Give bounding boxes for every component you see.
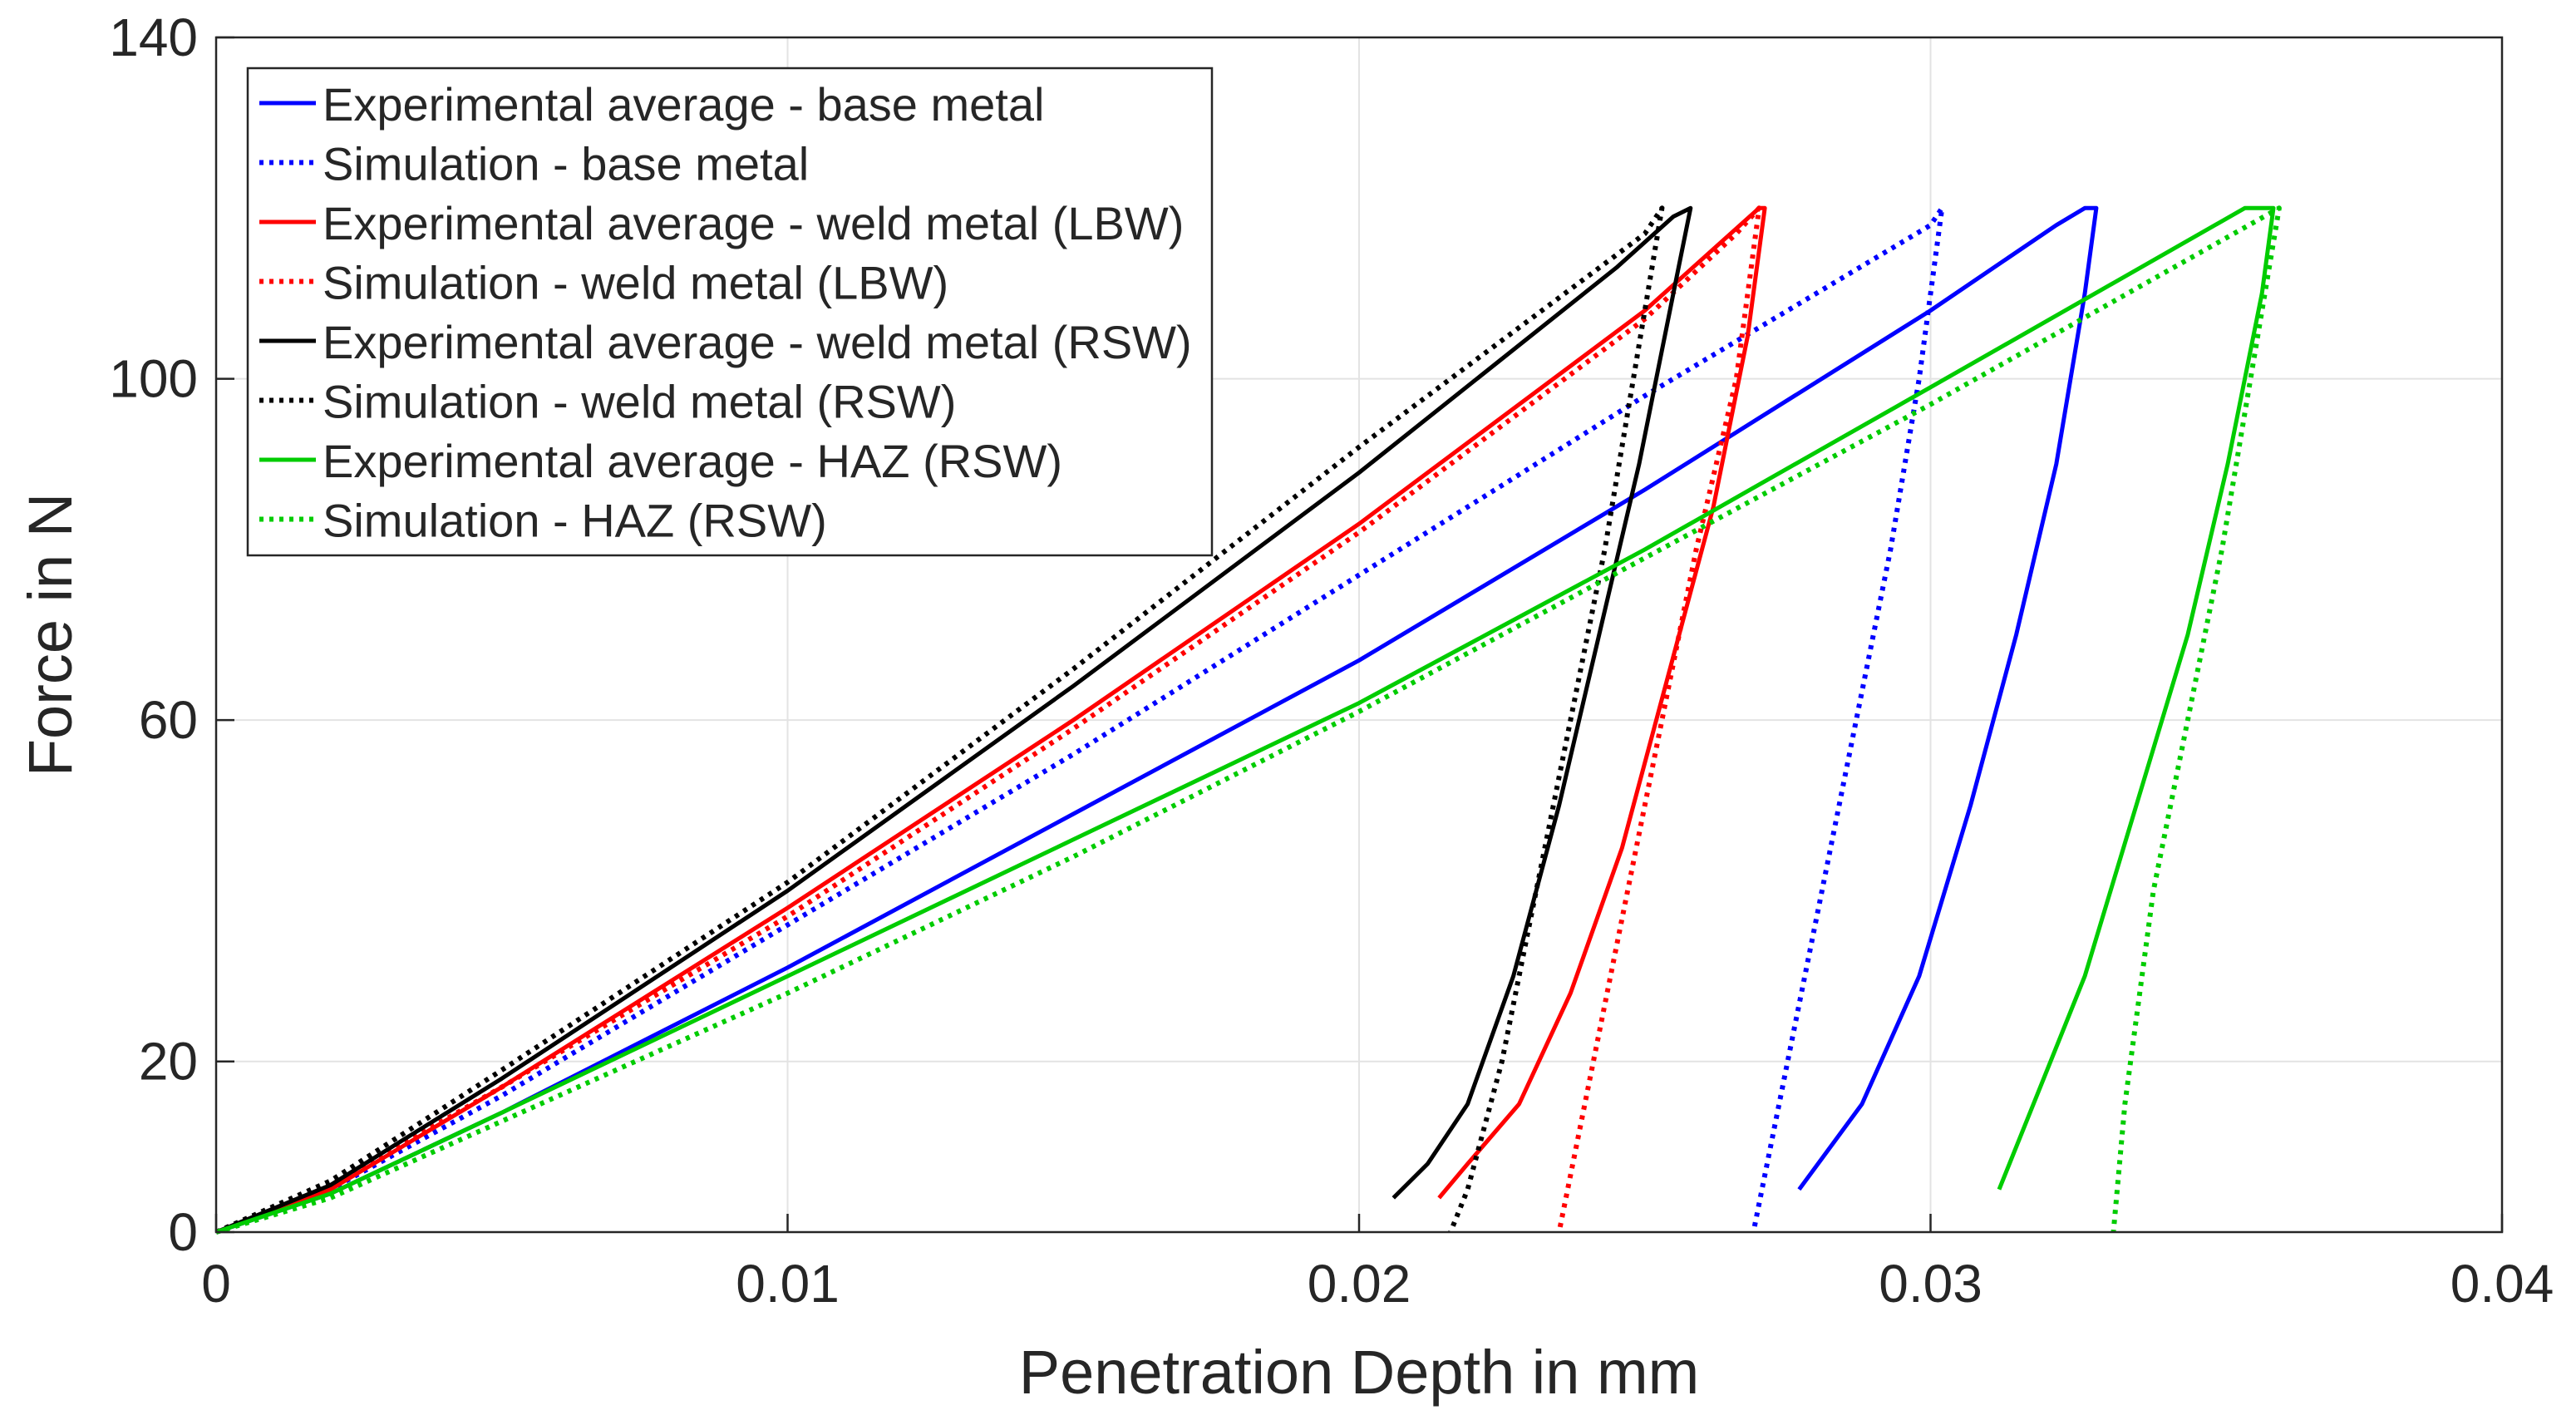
legend-label: Experimental average - base metal: [323, 78, 1044, 131]
x-tick-label: 0.04: [2450, 1254, 2554, 1314]
series-line-6: [214, 205, 1665, 1235]
series-line-4: [214, 205, 1762, 1235]
series-line-1: [215, 205, 2099, 1235]
series-line-5: [215, 205, 1693, 1235]
y-tick-label: 60: [139, 690, 198, 750]
legend-box: [246, 67, 1214, 557]
x-tick-label: 0.02: [1308, 1254, 1411, 1314]
legend-label: Simulation - weld metal (LBW): [323, 257, 948, 309]
y-tick-label: 20: [139, 1032, 198, 1092]
y-tick-label: 0: [168, 1202, 198, 1262]
x-axis-ticks: 0 0.01 0.02 0.03 0.04: [201, 1214, 2554, 1314]
series-layer: [214, 205, 2282, 1235]
legend-label: Simulation - weld metal (RSW): [323, 376, 956, 428]
legend: Experimental average - base metal Simulat…: [246, 67, 1214, 557]
series-line-7: [215, 205, 2276, 1235]
legend-label: Experimental average - HAZ (RSW): [323, 435, 1062, 487]
series-line-2: [214, 205, 1945, 1235]
series-line-3: [215, 205, 1767, 1235]
y-axis-label: Force in N: [16, 493, 85, 777]
y-axis-ticks: 0 20 60 100 140: [109, 7, 234, 1262]
x-tick-label: 0.01: [736, 1254, 840, 1314]
series-line-8: [215, 205, 2282, 1235]
x-tick-label: 0: [201, 1254, 231, 1314]
x-tick-label: 0.03: [1879, 1254, 1982, 1314]
y-tick-label: 140: [109, 7, 198, 67]
legend-label: Simulation - HAZ (RSW): [323, 495, 827, 547]
legend-label: Experimental average - weld metal (RSW): [323, 316, 1192, 368]
x-axis-label: Penetration Depth in mm: [1019, 1338, 1700, 1407]
legend-label: Simulation - base metal: [323, 138, 809, 190]
legend-label: Experimental average - weld metal (LBW): [323, 197, 1184, 249]
y-tick-label: 100: [109, 349, 198, 409]
